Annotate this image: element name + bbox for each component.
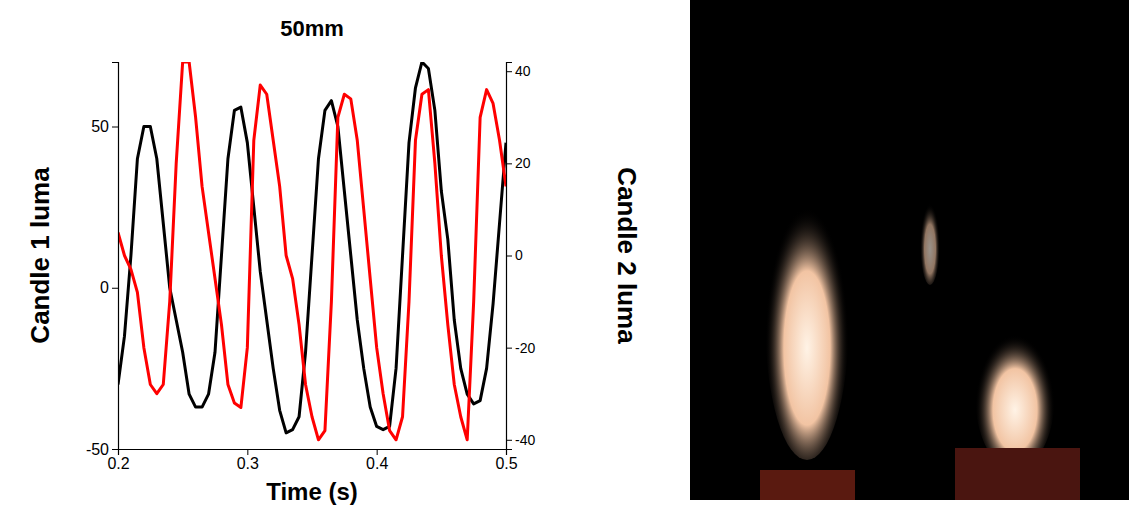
tick: 0.2 bbox=[107, 449, 129, 472]
axis-line bbox=[507, 63, 513, 450]
tick-mark bbox=[506, 163, 512, 164]
tick: 0 bbox=[100, 279, 118, 296]
data-line bbox=[118, 62, 506, 440]
axis: -50 0 50 bbox=[86, 63, 119, 458]
tick-mark bbox=[377, 449, 378, 455]
plot-area bbox=[118, 62, 506, 440]
flame bbox=[920, 195, 940, 285]
tick-label: 0 bbox=[515, 247, 523, 263]
candle-body bbox=[955, 448, 1080, 500]
tick-label: 0.3 bbox=[237, 455, 259, 472]
tick: 20 bbox=[506, 155, 531, 171]
photo-background bbox=[690, 0, 1129, 500]
tick: -50 bbox=[86, 441, 118, 458]
y2-axis-title: Candle 2 luma bbox=[612, 167, 642, 344]
tick: 0 bbox=[506, 247, 523, 263]
tick-mark bbox=[506, 348, 512, 349]
tick-mark bbox=[112, 127, 118, 128]
tick-mark bbox=[506, 71, 512, 72]
tick-mark bbox=[247, 449, 248, 455]
flame bbox=[765, 180, 849, 460]
tick-label: 0.5 bbox=[495, 455, 517, 472]
candle-body bbox=[760, 470, 855, 500]
tick-label: -40 bbox=[515, 432, 535, 448]
y-axis-title: Candle 1 luma bbox=[25, 167, 55, 344]
axis: -40 -20 0 20 40 bbox=[506, 63, 535, 450]
tick: 0.4 bbox=[366, 449, 388, 472]
tick-label: -20 bbox=[515, 340, 535, 356]
tick-label: 50 bbox=[91, 118, 109, 135]
tick-label: 20 bbox=[515, 155, 531, 171]
tick-label: 0.2 bbox=[107, 455, 129, 472]
axis-line bbox=[112, 63, 119, 450]
tick-label: 0 bbox=[100, 279, 109, 296]
flame bbox=[975, 320, 1055, 470]
tick-label: 0.4 bbox=[366, 455, 388, 472]
tick: -20 bbox=[506, 340, 535, 356]
tick: 0.5 bbox=[495, 449, 517, 472]
x-axis-title: Time (s) bbox=[266, 478, 358, 505]
tick-label: 40 bbox=[515, 63, 531, 79]
tick: 40 bbox=[506, 63, 531, 79]
tick-mark bbox=[506, 440, 512, 441]
tick-mark bbox=[112, 288, 118, 289]
tick-label: -50 bbox=[86, 441, 109, 458]
chart: 0.2 0.3 0.4 0.5 -50 0 50 -40 -20 0 20 40 50mm Time (s… bbox=[0, 0, 1129, 519]
tick: -40 bbox=[506, 432, 535, 448]
axis: 0.2 0.3 0.4 0.5 bbox=[107, 449, 517, 472]
tick: 50 bbox=[91, 118, 118, 135]
tick-mark bbox=[112, 449, 118, 450]
chart-title: 50mm bbox=[280, 16, 344, 41]
data-line bbox=[118, 62, 506, 433]
photo-panel bbox=[690, 0, 1129, 500]
tick: 0.3 bbox=[237, 449, 259, 472]
tick-mark bbox=[506, 256, 512, 257]
axis-line bbox=[119, 450, 507, 456]
